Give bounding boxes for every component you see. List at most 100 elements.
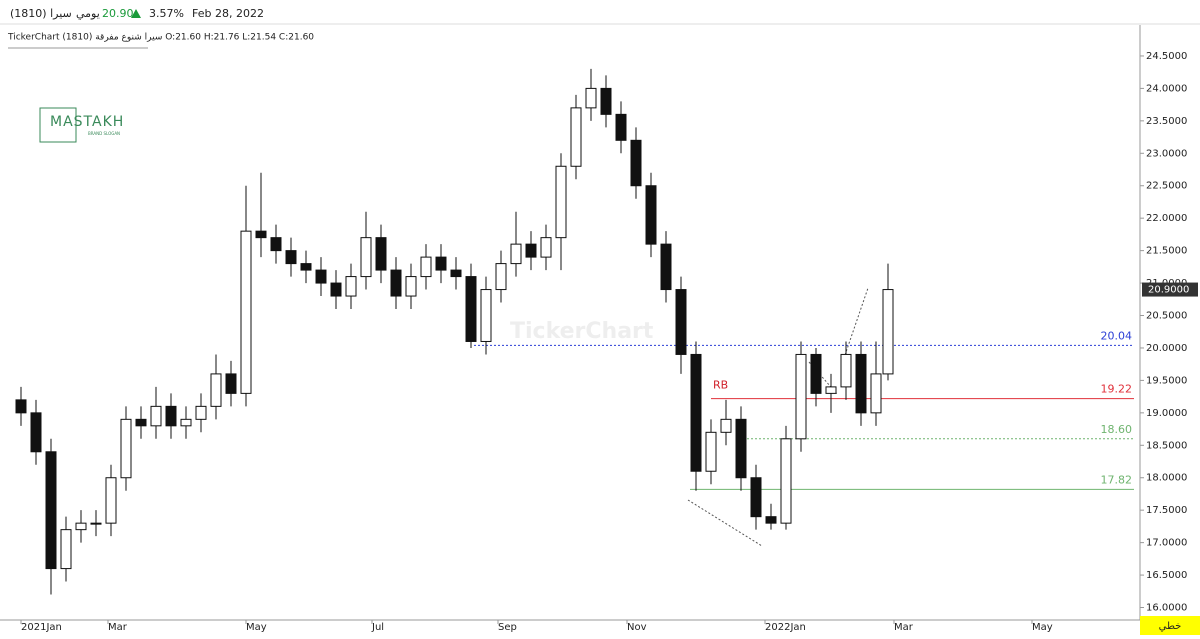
candle-body (300, 263, 312, 271)
candle-body (540, 237, 552, 258)
y-tick-label: 18.0000 (1146, 473, 1187, 484)
y-tick-label: 21.5000 (1146, 246, 1187, 257)
candle-body (495, 263, 507, 291)
x-tick-label: Sep (498, 622, 517, 633)
candle-body (120, 418, 132, 479)
candle-body (75, 522, 87, 531)
candle-body (195, 405, 207, 420)
level-label: 18.60 (1101, 423, 1133, 436)
candle-body (150, 405, 162, 427)
candle-body (90, 522, 102, 525)
annotation: RB (713, 379, 728, 392)
candle-body (480, 289, 492, 342)
candle-body (165, 405, 177, 427)
candle-body (882, 289, 894, 375)
y-tick-label: 18.5000 (1146, 440, 1187, 451)
candle-body (450, 269, 462, 278)
candle-body (240, 230, 252, 394)
candle-body (285, 250, 297, 265)
candle-body (420, 256, 432, 278)
candle-body (780, 438, 792, 524)
candle-body (510, 243, 522, 265)
candle-body (645, 185, 657, 245)
y-tick-label: 19.5000 (1146, 375, 1187, 386)
logo-sub: BRAND SLOGAN (88, 131, 120, 136)
candle-body (675, 289, 687, 355)
y-tick-label: 24.5000 (1146, 51, 1187, 62)
y-tick-label: 16.0000 (1146, 603, 1187, 614)
candle-body (360, 237, 372, 278)
candle-body (270, 237, 282, 252)
candle-body (345, 276, 357, 297)
y-tick-label: 20.5000 (1146, 311, 1187, 322)
y-tick-label: 16.5000 (1146, 570, 1187, 581)
trendline (844, 287, 869, 356)
candle-body (105, 477, 117, 524)
logo: MASTAKH (50, 114, 124, 130)
up-arrow (131, 9, 141, 18)
candle-body (615, 113, 627, 141)
candle-body (570, 107, 582, 167)
candle-body (330, 282, 342, 297)
candle-body (630, 139, 642, 187)
last-price: 20.90 (102, 7, 134, 20)
price-tag-label: 20.9000 (1148, 285, 1189, 296)
style-label[interactable]: خطي (1159, 621, 1182, 632)
y-tick-label: 19.0000 (1146, 408, 1187, 419)
candle-body (555, 165, 567, 239)
candle-body (255, 230, 267, 239)
candle-body (375, 237, 387, 271)
candle-body (405, 276, 417, 297)
candle-body (795, 353, 807, 440)
candle-body (435, 256, 447, 271)
candle-body (765, 516, 777, 524)
candle-body (600, 87, 612, 115)
candle-body (735, 418, 747, 479)
candle-body (855, 353, 867, 414)
x-tick-label: 2022Jan (765, 622, 806, 633)
x-tick-label: Jul (371, 622, 384, 633)
level-label: 17.82 (1101, 473, 1133, 486)
candle-body (825, 386, 837, 394)
candle-body (180, 418, 192, 427)
candle-body (315, 269, 327, 284)
y-tick-label: 22.0000 (1146, 213, 1187, 224)
level-label: 19.22 (1101, 383, 1133, 396)
x-tick-label: Nov (627, 622, 647, 633)
candle-body (465, 276, 477, 342)
candle-body (840, 353, 852, 388)
candle-body (225, 373, 237, 394)
y-tick-label: 20.0000 (1146, 343, 1187, 354)
symbol: سيرا (1810) (10, 7, 72, 20)
x-tick-label: May (1032, 622, 1053, 633)
x-tick-label: 2021Jan (21, 622, 62, 633)
watermark: TickerChart (510, 319, 654, 344)
candle-body (870, 373, 882, 414)
trendline (687, 499, 763, 547)
change: 3.57% (149, 7, 184, 20)
y-tick-label: 17.5000 (1146, 505, 1187, 516)
candle-body (210, 373, 222, 407)
level-label: 20.04 (1101, 329, 1133, 342)
x-tick-label: May (246, 622, 267, 633)
y-tick-label: 23.0000 (1146, 148, 1187, 159)
period: يومي (76, 7, 100, 20)
candle-body (135, 418, 147, 427)
candle-body (585, 87, 597, 109)
x-tick-label: Mar (894, 622, 914, 633)
candle-body (810, 353, 822, 394)
candle-body (390, 269, 402, 297)
candle-body (750, 477, 762, 518)
y-tick-label: 22.5000 (1146, 181, 1187, 192)
x-tick-label: Mar (108, 622, 128, 633)
candle-body (45, 451, 57, 570)
candle-body (705, 431, 717, 472)
candle-body (690, 353, 702, 472)
y-tick-label: 23.5000 (1146, 116, 1187, 127)
ohlc-line: TickerChart سيرا شنوع مفرقة (1810) O:21.… (7, 33, 314, 43)
y-tick-label: 17.0000 (1146, 538, 1187, 549)
style-button[interactable] (1140, 616, 1200, 635)
candle-body (60, 529, 72, 570)
